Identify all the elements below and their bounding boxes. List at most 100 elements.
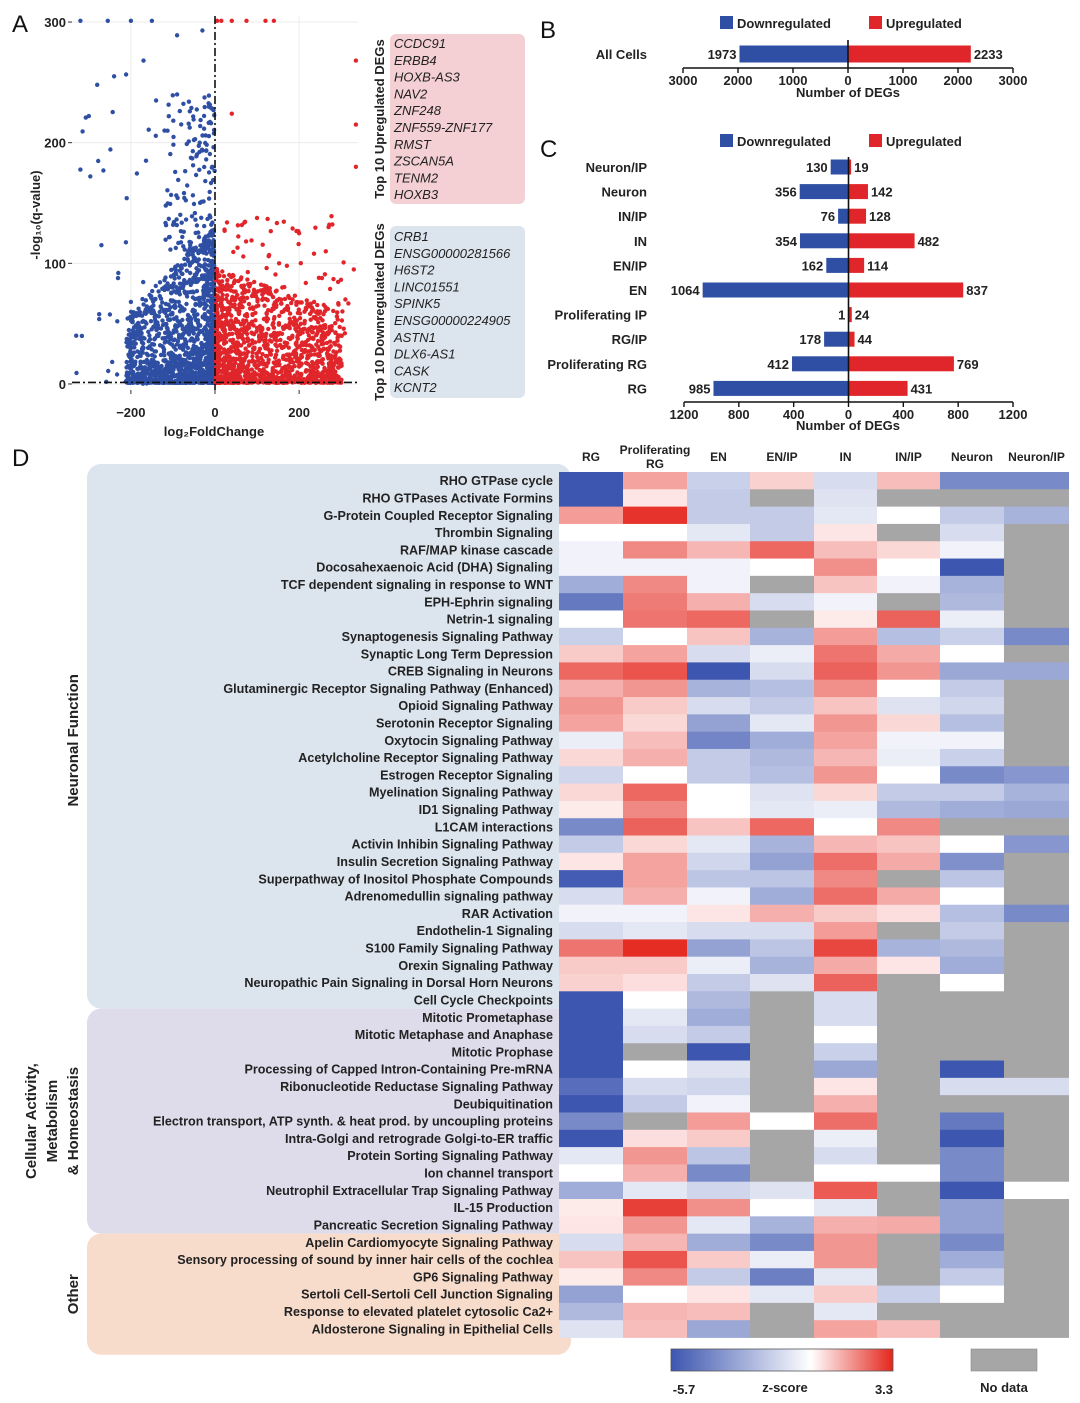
volcano-point [199,361,204,366]
volcano-point [185,345,191,351]
zscore-colorbar [670,1348,894,1372]
volcano-point [271,18,277,23]
bar-up [848,331,855,347]
heatmap-cell [877,766,940,784]
volcano-point [172,266,177,271]
volcano-point [253,340,258,345]
heatmap-cell [559,1164,623,1183]
heatmap-row-label: Netrin-1 signaling [447,613,553,627]
volcano-point [263,353,269,359]
heatmap-cell [623,697,687,715]
volcano-point [223,319,228,325]
volcano-point [295,333,300,338]
volcano-point [270,378,276,383]
volcano-point [194,270,200,275]
heatmap-cell [877,922,940,940]
heatmap-cell [623,800,687,819]
heatmap-cell [1004,818,1069,836]
volcano-point [319,275,325,281]
volcano-point [351,267,356,272]
heatmap-cell [1004,1095,1069,1113]
heatmap-cell [877,835,940,854]
volcano-point [207,189,212,195]
heatmap-cell [940,1199,1004,1217]
volcano-point [239,222,245,228]
heatmap-cell [750,1285,814,1304]
volcano-point [246,359,252,364]
volcano-point [251,372,256,377]
bar-category-label: All Cells [596,47,647,62]
volcano-point [181,281,186,286]
volcano-point [280,285,285,290]
heatmap-cell [687,748,750,767]
volcano-point [161,347,167,352]
heatmap-cell [623,818,687,836]
volcano-point [124,359,129,365]
heatmap-cell [940,679,1004,698]
heatmap-column-label: Proliferating [620,443,691,457]
all-cells-deg-bar-chart: Downregulated Upregulated All Cells 1973 2… [596,16,1027,100]
volcano-point [145,353,151,358]
volcano-point [154,333,160,338]
volcano-point [209,318,214,324]
bar-up-value: 19 [854,160,868,175]
heatmap-cell [559,904,623,923]
volcano-point [244,18,249,23]
heatmap-cell [940,939,1004,958]
heatmap-cell [623,1302,687,1321]
volcano-point [185,183,190,188]
volcano-point [208,121,214,126]
volcano-point [166,102,171,107]
heatmap-group-label: & Homeostasis [65,1067,82,1175]
volcano-point [197,248,202,253]
heatmap-cell [814,1285,877,1304]
volcano-point [242,290,248,295]
heatmap-cell [687,1112,750,1131]
volcano-point [152,354,157,359]
volcano-point [230,303,236,309]
volcano-point [155,360,160,366]
volcano-point [163,223,169,228]
volcano-point [294,318,299,323]
volcano-point [186,249,191,254]
heatmap-cell [1004,472,1069,490]
top-down-gene: DLX6-AS1 [394,347,455,362]
heatmap-cell [1004,1233,1069,1252]
volcano-point [185,312,191,318]
volcano-point [302,318,307,324]
heatmap-cell [559,818,623,836]
volcano-point [297,316,303,321]
heatmap-cell [1004,679,1069,698]
bar-down [824,331,849,347]
heatmap-cell [940,645,1004,663]
volcano-point [210,297,216,302]
volcano-point [204,267,209,273]
heatmap-cell [687,575,750,594]
volcano-point [105,18,111,23]
heatmap-row-label: Oxytocin Signaling Pathway [384,734,553,748]
volcano-point [173,323,178,328]
bar-up-value: 837 [966,283,988,298]
heatmap-cell [1004,852,1069,871]
volcano-point [251,306,256,312]
heatmap-row-label: TCF dependent signaling in response to W… [281,578,553,592]
bar-up [848,307,852,323]
heatmap-cell [1004,800,1069,819]
volcano-point [156,289,161,294]
volcano-point [78,167,83,172]
heatmap-cell [877,558,940,577]
heatmap-cell [559,1285,623,1304]
volcano-point [164,314,170,319]
volcano-point [206,309,211,314]
heatmap-cell [1004,1285,1069,1304]
heatmap-cell [814,1268,877,1286]
volcano-point [132,374,137,380]
heatmap-cell [814,922,877,940]
volcano-point [311,299,317,305]
bar-down-value: 1064 [671,283,701,298]
heatmap-row-label: Endothelin-1 Signaling [417,924,553,938]
heatmap-group-background [87,1233,571,1355]
volcano-point [276,380,281,385]
heatmap-cell [940,783,1004,802]
volcano-point [254,351,259,356]
